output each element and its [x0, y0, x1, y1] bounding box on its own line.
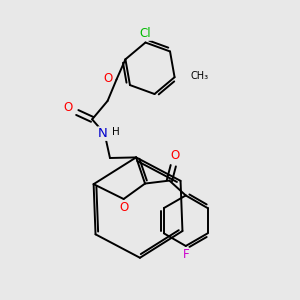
- Text: H: H: [112, 127, 120, 137]
- Text: Cl: Cl: [140, 27, 151, 40]
- Text: O: O: [63, 101, 72, 114]
- Text: F: F: [182, 248, 189, 261]
- Text: O: O: [103, 71, 112, 85]
- Text: O: O: [120, 201, 129, 214]
- Text: N: N: [98, 127, 108, 140]
- Text: CH₃: CH₃: [190, 71, 208, 81]
- Text: O: O: [171, 149, 180, 162]
